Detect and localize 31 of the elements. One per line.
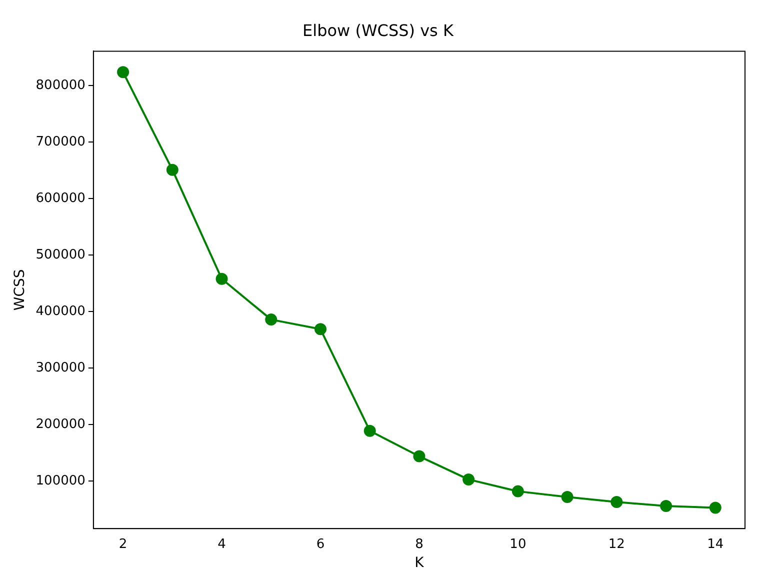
x-tick-label: 6 (316, 536, 325, 552)
x-tick-label: 12 (608, 536, 625, 552)
x-tick-label: 4 (218, 536, 226, 552)
y-tick-label: 100000 (36, 474, 86, 489)
x-tick-label: 14 (707, 536, 724, 552)
x-tick-label: 2 (118, 536, 128, 552)
point (216, 272, 228, 285)
point (117, 66, 130, 78)
point (561, 490, 574, 503)
point (166, 164, 178, 176)
point (512, 485, 524, 498)
chart-title: Elbow (WCSS) vs K (302, 20, 454, 40)
point (413, 450, 426, 462)
point (610, 496, 623, 508)
point (462, 473, 475, 486)
y-tick-label: 700000 (36, 134, 86, 150)
y-tick-label: 300000 (36, 360, 86, 376)
x-tick-label: 8 (415, 536, 424, 552)
x-axis-title: K (414, 555, 425, 572)
x-tick-label: 10 (510, 536, 526, 552)
y-tick-label: 800000 (36, 78, 86, 94)
y-tick-label: 500000 (36, 248, 86, 263)
y-tick-label: 400000 (36, 304, 86, 320)
point (314, 323, 326, 336)
y-tick-label: 200000 (36, 417, 86, 432)
point (709, 502, 722, 514)
y-axis-title: WCSS (12, 269, 28, 311)
point (660, 500, 672, 512)
point (265, 314, 278, 326)
point (364, 424, 376, 437)
y-tick-label: 600000 (36, 191, 86, 206)
